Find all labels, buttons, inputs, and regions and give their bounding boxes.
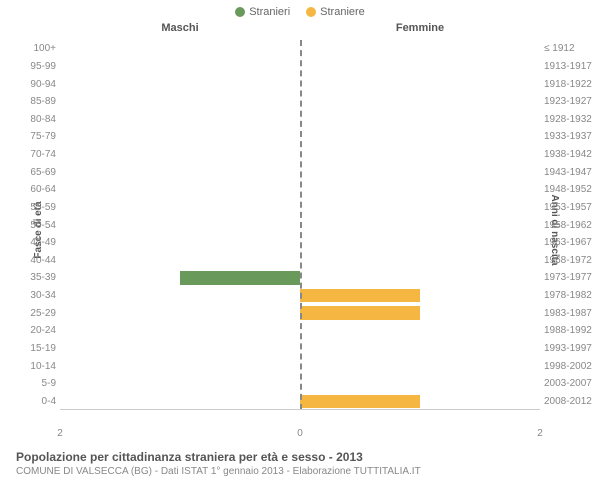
year-label: 1928-1932 xyxy=(544,114,596,125)
year-label: 1983-1987 xyxy=(544,308,596,319)
year-label: 1958-1962 xyxy=(544,220,596,231)
age-label: 10-14 xyxy=(12,361,56,372)
year-label: 1918-1922 xyxy=(544,79,596,90)
age-label: 50-54 xyxy=(12,220,56,231)
legend-item-female: Straniere xyxy=(306,6,365,18)
x-axis-line xyxy=(60,409,540,410)
chart-footer: Popolazione per cittadinanza straniera p… xyxy=(0,440,600,481)
age-label: 20-24 xyxy=(12,325,56,336)
age-label: 95-99 xyxy=(12,61,56,72)
age-label: 70-74 xyxy=(12,149,56,160)
age-label: 100+ xyxy=(12,43,56,54)
legend-label-female: Straniere xyxy=(320,6,365,18)
legend-swatch-female xyxy=(306,7,316,17)
age-label: 5-9 xyxy=(12,378,56,389)
age-label: 0-4 xyxy=(12,396,56,407)
age-label: 90-94 xyxy=(12,79,56,90)
year-label: ≤ 1912 xyxy=(544,43,596,54)
age-label: 15-19 xyxy=(12,343,56,354)
age-label: 25-29 xyxy=(12,308,56,319)
bar-female xyxy=(300,306,420,319)
year-label: 1973-1977 xyxy=(544,272,596,283)
year-label: 2008-2012 xyxy=(544,396,596,407)
plot-area: 100+≤ 191295-991913-191790-941918-192285… xyxy=(60,40,540,410)
year-label: 1953-1957 xyxy=(544,202,596,213)
x-tick-left: 2 xyxy=(57,428,63,439)
year-label: 1993-1997 xyxy=(544,343,596,354)
age-label: 35-39 xyxy=(12,272,56,283)
year-label: 1948-1952 xyxy=(544,184,596,195)
x-tick-center: 0 xyxy=(297,428,303,439)
col-header-female: Femmine xyxy=(300,22,540,34)
footer-subtitle: COMUNE DI VALSECCA (BG) - Dati ISTAT 1° … xyxy=(16,466,584,477)
bar-female xyxy=(300,395,420,408)
x-tick-right: 2 xyxy=(537,428,543,439)
age-label: 85-89 xyxy=(12,96,56,107)
population-pyramid-chart: Maschi Femmine Fasce di età Anni di nasc… xyxy=(0,20,600,440)
age-label: 75-79 xyxy=(12,131,56,142)
year-label: 1988-1992 xyxy=(544,325,596,336)
year-label: 1998-2002 xyxy=(544,361,596,372)
age-label: 60-64 xyxy=(12,184,56,195)
legend-item-male: Stranieri xyxy=(235,6,290,18)
footer-title: Popolazione per cittadinanza straniera p… xyxy=(16,450,584,464)
age-label: 45-49 xyxy=(12,237,56,248)
age-label: 80-84 xyxy=(12,114,56,125)
age-label: 40-44 xyxy=(12,255,56,266)
year-label: 1938-1942 xyxy=(544,149,596,160)
col-header-male: Maschi xyxy=(60,22,300,34)
column-headers: Maschi Femmine xyxy=(60,22,540,34)
year-label: 1978-1982 xyxy=(544,290,596,301)
bar-female xyxy=(300,289,420,302)
age-label: 65-69 xyxy=(12,167,56,178)
year-label: 1933-1937 xyxy=(544,131,596,142)
legend-swatch-male xyxy=(235,7,245,17)
year-label: 1968-1972 xyxy=(544,255,596,266)
legend-label-male: Stranieri xyxy=(249,6,290,18)
year-label: 2003-2007 xyxy=(544,378,596,389)
year-label: 1913-1917 xyxy=(544,61,596,72)
center-divider xyxy=(300,40,302,410)
bar-male xyxy=(180,271,300,284)
year-label: 1923-1927 xyxy=(544,96,596,107)
age-label: 30-34 xyxy=(12,290,56,301)
year-label: 1963-1967 xyxy=(544,237,596,248)
year-label: 1943-1947 xyxy=(544,167,596,178)
age-label: 55-59 xyxy=(12,202,56,213)
legend: Stranieri Straniere xyxy=(0,0,600,20)
